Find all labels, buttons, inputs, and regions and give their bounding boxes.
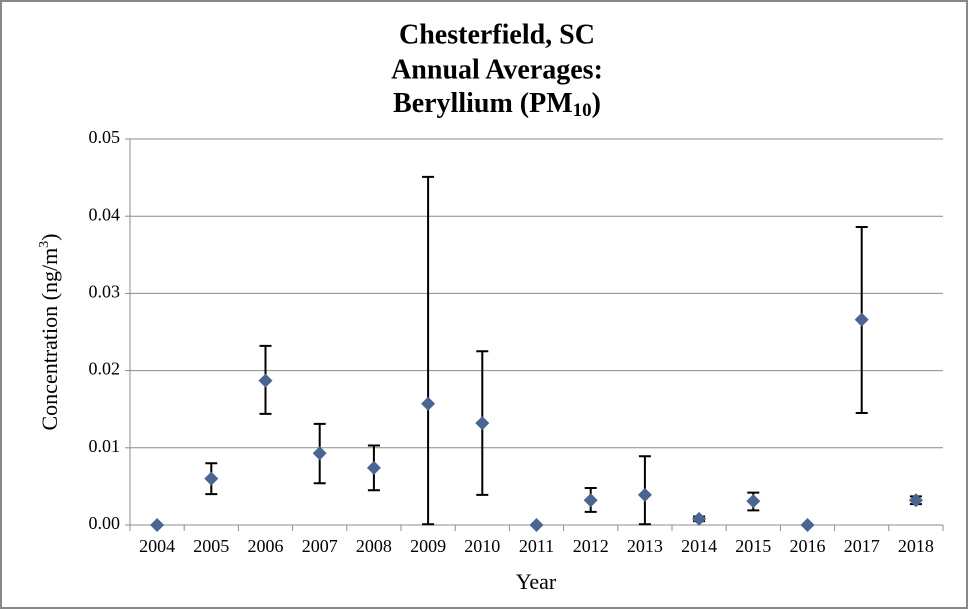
- data-point: [692, 511, 707, 526]
- x-tick-label: 2014: [681, 536, 717, 556]
- x-tick-label: 2007: [302, 536, 338, 556]
- title-text: Beryllium (PM: [393, 88, 573, 119]
- data-point: [150, 518, 165, 532]
- error-bar-lower: [476, 423, 489, 496]
- data-point: [475, 416, 490, 431]
- y-tick-label: 0.03: [89, 282, 121, 302]
- y-axis-label: Concentration (ng/m3): [37, 233, 62, 430]
- y-tick-label: 0.00: [89, 513, 121, 533]
- x-tick-label: 2008: [356, 536, 392, 556]
- y-label-superscript: 3: [37, 241, 52, 248]
- chart-title-line: Annual Averages:: [391, 54, 603, 85]
- x-tick-label: 2004: [139, 536, 175, 556]
- chart-title-line: Beryllium (PM10): [393, 88, 601, 121]
- title-text: ): [592, 88, 601, 119]
- y-tick-label: 0.01: [89, 436, 121, 456]
- data-point: [204, 471, 219, 486]
- chart-title-line: Chesterfield, SC: [399, 19, 595, 50]
- x-tick-label: 2006: [248, 536, 284, 556]
- error-bar-lower: [855, 319, 868, 415]
- data-point: [800, 518, 815, 532]
- data-point: [366, 460, 381, 475]
- error-bar-upper: [422, 175, 435, 404]
- y-tick-label: 0.02: [89, 359, 121, 379]
- data-point: [637, 487, 652, 502]
- data-point: [583, 493, 598, 508]
- data-point: [746, 494, 761, 509]
- x-axis-label: Year: [516, 569, 557, 594]
- x-tick-label: 2018: [898, 536, 934, 556]
- y-tick-label: 0.05: [89, 127, 121, 147]
- x-tick-label: 2012: [573, 536, 609, 556]
- y-tick-label: 0.04: [89, 204, 121, 224]
- data-point: [258, 373, 273, 388]
- error-bar-upper: [476, 350, 489, 424]
- data-point: [908, 493, 923, 508]
- title-subscript: 10: [573, 100, 592, 121]
- data-point: [312, 446, 327, 461]
- x-tick-label: 2005: [193, 536, 229, 556]
- x-tick-label: 2017: [844, 536, 880, 556]
- data-point: [421, 396, 436, 411]
- data-point: [529, 518, 544, 532]
- x-tick-label: 2013: [627, 536, 663, 556]
- x-tick-label: 2009: [410, 536, 446, 556]
- x-tick-label: 2015: [735, 536, 771, 556]
- x-tick-label: 2016: [790, 536, 826, 556]
- y-label-text: ): [37, 233, 62, 240]
- error-bar-lower: [422, 403, 435, 526]
- x-tick-label: 2011: [519, 536, 554, 556]
- data-point: [854, 312, 869, 327]
- x-tick-label: 2010: [464, 536, 500, 556]
- y-label-text: Concentration (ng/m: [37, 248, 62, 431]
- error-bar-upper: [855, 226, 868, 320]
